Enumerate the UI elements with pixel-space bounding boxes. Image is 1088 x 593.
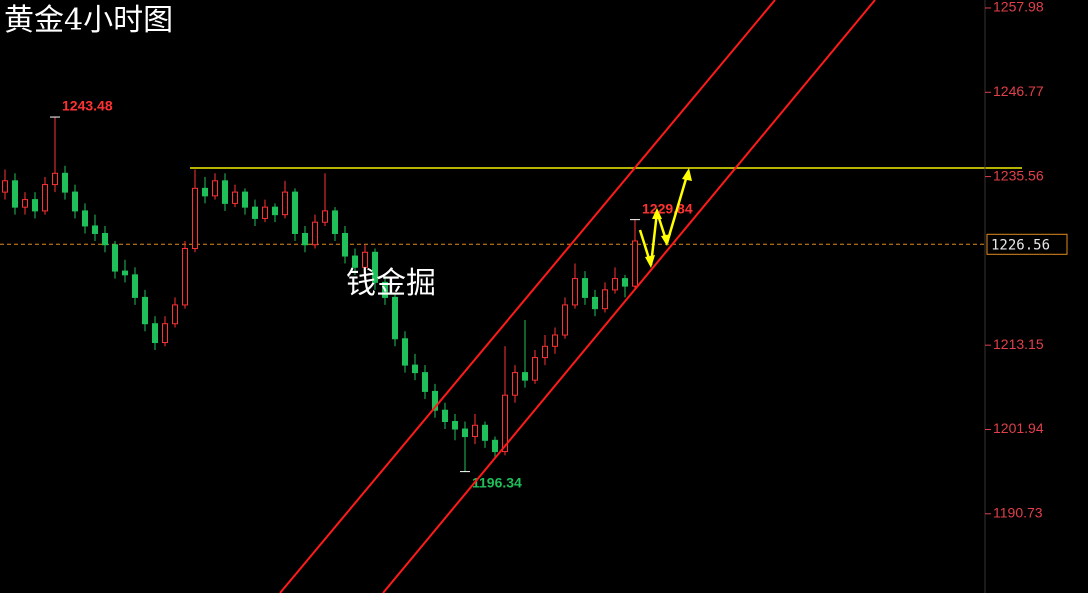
candle-body [322, 210, 328, 223]
y-tick-label: 1201.94 [993, 420, 1044, 436]
candle-body [412, 364, 418, 374]
candle-body [352, 255, 358, 268]
candle-body [632, 240, 638, 287]
candle-body [242, 191, 248, 208]
candle-body [102, 232, 108, 246]
candle-body [142, 296, 148, 325]
candle-body [22, 199, 28, 208]
candle-body [542, 345, 548, 359]
y-tick-label: 1257.98 [993, 0, 1044, 15]
candle-body [182, 248, 188, 306]
candle-body [302, 232, 308, 246]
candle-body [582, 278, 588, 298]
candle-body [162, 323, 168, 344]
candle-body [392, 296, 398, 340]
channel-line [382, 0, 876, 593]
candle-body [82, 210, 88, 227]
candle-body [472, 424, 478, 438]
y-tick-label: 1213.15 [993, 336, 1044, 352]
candle-body [552, 334, 558, 347]
candle-body [272, 206, 278, 216]
candle-body [172, 304, 178, 325]
candle-body [512, 372, 518, 396]
extreme-label: 1243.48 [62, 98, 113, 114]
chart-title: 黄金4小时图 [4, 3, 173, 38]
extreme-label: 1196.34 [472, 474, 522, 490]
candle-body [562, 304, 568, 336]
candle-body [452, 421, 458, 430]
candle-body [482, 424, 488, 441]
candle-body [62, 172, 68, 193]
candle-body [112, 244, 118, 272]
candle-body [72, 191, 78, 212]
y-axis: 1257.98 1246.77 1235.56 1213.15 1201.94 1190.… [985, 0, 1068, 521]
candle-body [342, 232, 348, 257]
candle-body [122, 270, 128, 276]
candle-body [32, 199, 38, 212]
candle-body [572, 278, 578, 306]
candle-body [222, 180, 228, 204]
candle-body [442, 409, 448, 423]
channel-line [279, 0, 776, 593]
forecast-arrows [638, 168, 692, 268]
extreme-label: 1229.84 [642, 200, 693, 216]
candle-body [262, 206, 268, 219]
candle-body [12, 180, 18, 208]
last-price-label: 1226.56 [991, 237, 1050, 253]
candle-body [492, 439, 498, 453]
y-tick-label: 1190.73 [993, 505, 1043, 521]
candle-body [422, 372, 428, 392]
candle-body [212, 180, 218, 197]
candle-body [132, 274, 138, 298]
plot-area: 1243.48 1196.34 1229.84 [0, 98, 985, 490]
candle-body [382, 281, 388, 298]
candle-body [292, 191, 298, 234]
candle-body [462, 428, 468, 438]
candle-body [402, 338, 408, 366]
candle-body [312, 221, 318, 246]
candle-body [192, 187, 198, 250]
watermark: 钱金掘 [346, 266, 436, 301]
candle-body [602, 289, 608, 310]
candle-body [372, 251, 378, 283]
candle-body [152, 323, 158, 344]
y-tick-label: 1235.56 [993, 167, 1044, 183]
candle-body [362, 251, 368, 268]
candle-body [202, 187, 208, 197]
last-price-box [986, 233, 1068, 255]
candle-body [232, 191, 238, 204]
candle-body [592, 296, 598, 310]
candle-body [522, 372, 528, 381]
candle-body [332, 210, 338, 234]
candle-body [252, 206, 258, 219]
candle-body [52, 172, 58, 186]
candle-body [92, 225, 98, 234]
candle-body [502, 394, 508, 453]
candle-body [42, 184, 48, 212]
y-tick-label: 1246.77 [993, 83, 1044, 99]
candle-body [432, 390, 438, 411]
candle-body [282, 191, 288, 216]
candle-body [612, 278, 618, 291]
candle-body [2, 180, 8, 193]
candle-body [622, 278, 628, 287]
candle-body [532, 357, 538, 381]
